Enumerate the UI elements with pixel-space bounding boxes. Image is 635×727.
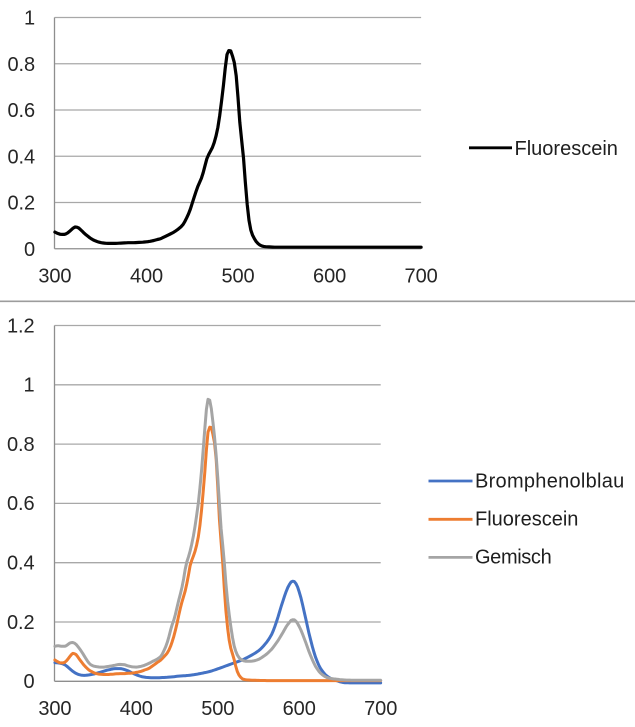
svg-text:0.8: 0.8 bbox=[7, 54, 35, 76]
svg-text:0.8: 0.8 bbox=[7, 434, 35, 456]
svg-text:0.4: 0.4 bbox=[7, 146, 35, 168]
svg-text:500: 500 bbox=[221, 266, 254, 288]
svg-text:0.2: 0.2 bbox=[7, 193, 35, 215]
svg-text:0.6: 0.6 bbox=[7, 493, 35, 515]
svg-text:Gemisch: Gemisch bbox=[475, 547, 551, 569]
svg-text:0.6: 0.6 bbox=[7, 100, 35, 122]
svg-text:1.2: 1.2 bbox=[7, 315, 35, 337]
svg-text:300: 300 bbox=[38, 698, 71, 720]
svg-text:300: 300 bbox=[38, 266, 71, 288]
svg-text:400: 400 bbox=[120, 698, 153, 720]
svg-text:700: 700 bbox=[405, 266, 438, 288]
svg-text:600: 600 bbox=[313, 266, 346, 288]
svg-text:1: 1 bbox=[24, 8, 35, 30]
svg-text:0: 0 bbox=[24, 239, 35, 261]
svg-text:Fluorescein: Fluorescein bbox=[515, 138, 618, 160]
svg-text:0: 0 bbox=[23, 671, 34, 693]
svg-text:400: 400 bbox=[130, 266, 163, 288]
svg-text:1: 1 bbox=[23, 375, 34, 397]
svg-text:Bromphenolblau: Bromphenolblau bbox=[475, 470, 625, 492]
svg-text:Fluorescein: Fluorescein bbox=[475, 509, 578, 531]
svg-text:500: 500 bbox=[201, 698, 234, 720]
svg-text:700: 700 bbox=[364, 698, 397, 720]
svg-text:0.2: 0.2 bbox=[7, 612, 35, 634]
svg-text:600: 600 bbox=[283, 698, 316, 720]
svg-text:0.4: 0.4 bbox=[7, 553, 35, 575]
